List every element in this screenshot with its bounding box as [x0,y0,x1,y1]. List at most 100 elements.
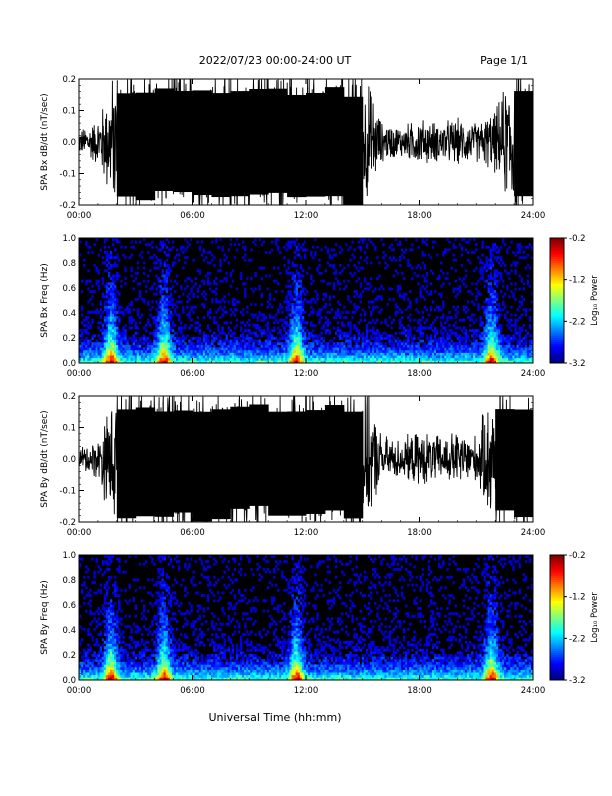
spectrogram-cell [368,340,370,343]
spectrogram-cell [502,334,504,337]
spectrogram-cell [104,241,106,244]
spectrogram-cell [246,306,248,309]
spectrogram-cell [436,306,438,309]
spectrogram-cell [178,301,180,304]
spectrogram-cell [376,340,378,343]
spectrogram-cell [205,337,207,340]
spectrogram-cell [514,324,516,327]
spectrogram-cell [254,358,256,361]
spectrogram-cell [98,272,100,275]
spectrogram-cell [417,345,419,348]
spectrogram-cell [106,568,108,571]
spectrogram-cell [226,345,228,348]
spectrogram-cell [481,345,483,348]
spectrogram-cell [296,332,298,335]
spectrogram-cell [203,334,205,337]
spectrogram-cell [360,314,362,317]
spectrogram-cell [283,301,285,304]
spectrogram-cell [496,319,498,322]
spectrogram-cell [252,332,254,335]
spectrogram-cell [527,274,529,277]
spectrogram-cell [104,586,106,589]
spectrogram-cell [488,345,490,348]
spectrogram-cell [483,334,485,337]
spectrogram-cell [494,308,496,311]
spectrogram-cell [506,272,508,275]
spectrogram-cell [215,301,217,304]
spectrogram-cell [85,586,87,589]
spectrogram-cell [168,347,170,350]
spectrogram-cell [277,347,279,350]
spectrogram-cell [500,264,502,267]
spectrogram-cell [124,334,126,337]
spectrogram-cell [512,324,514,327]
spectrogram-cell [327,311,329,314]
spectrogram-cell [124,342,126,345]
spectrogram-cell [399,259,401,262]
spectrogram-cell [178,327,180,330]
spectrogram-cell [345,347,347,350]
spectrogram-cell [108,314,110,317]
spectrogram-cell [147,353,149,356]
spectrogram-cell [155,287,157,290]
spectrogram-cell [114,274,116,277]
spectrogram-cell [106,651,108,654]
spectrogram-cell [265,353,267,356]
spectrogram-cell [197,321,199,324]
spectrogram-cell [159,280,161,283]
spectrogram-cell [108,282,110,285]
spectrogram-cell [494,274,496,277]
spectrogram-cell [155,246,157,249]
spectrogram-cell [232,358,234,361]
spectrogram-cell [525,334,527,337]
spectrogram-cell [81,358,83,361]
spectrogram-cell [475,342,477,345]
spectrogram-cell [434,319,436,322]
spectrogram-cell [174,256,176,259]
spectrogram-cell [215,353,217,356]
spectrogram-cell [300,293,302,296]
spectrogram-cell [488,308,490,311]
spectrogram-cell [483,347,485,350]
spectrogram-cell [112,290,114,293]
spectrogram-cell [100,303,102,306]
spectrogram-cell [486,319,488,322]
spectrogram-cell [93,612,95,615]
spectrogram-cell [112,319,114,322]
spectrogram-cell [440,269,442,272]
spectrogram-cell [221,329,223,332]
spectrogram-cell [232,347,234,350]
spectrogram-cell [162,327,164,330]
spectrogram-cell [166,298,168,301]
spectrogram-cell [384,345,386,348]
spectrogram-cell [180,332,182,335]
spectrogram-cell [124,347,126,350]
spectrogram-cell [358,332,360,335]
spectrogram-cell [242,314,244,317]
spectrogram-cell [244,248,246,251]
spectrogram-cell [263,353,265,356]
spectrogram-cell [504,243,506,246]
spectrogram-cell [514,347,516,350]
spectrogram-cell [514,314,516,317]
spectrogram-cell [504,347,506,350]
spectrogram-cell [440,329,442,332]
spectrogram-cell [512,337,514,340]
spectrogram-cell [114,303,116,306]
spectrogram-cell [298,243,300,246]
spectrogram-cell [226,321,228,324]
spectrogram-cell [236,319,238,322]
spectrogram-cell [393,353,395,356]
y-tick-label: 0.8 [62,259,76,269]
spectrogram-cell [448,353,450,356]
spectrogram-cell [320,347,322,350]
spectrogram-cell [308,314,310,317]
spectrogram-cell [93,651,95,654]
spectrogram-cell [283,337,285,340]
spectrogram-cell [182,293,184,296]
spectrogram-cell [182,334,184,337]
spectrogram-cell [205,334,207,337]
spectrogram-cell [259,287,261,290]
spectrogram-cell [407,358,409,361]
x-tick-label: 06:00 [180,528,205,538]
